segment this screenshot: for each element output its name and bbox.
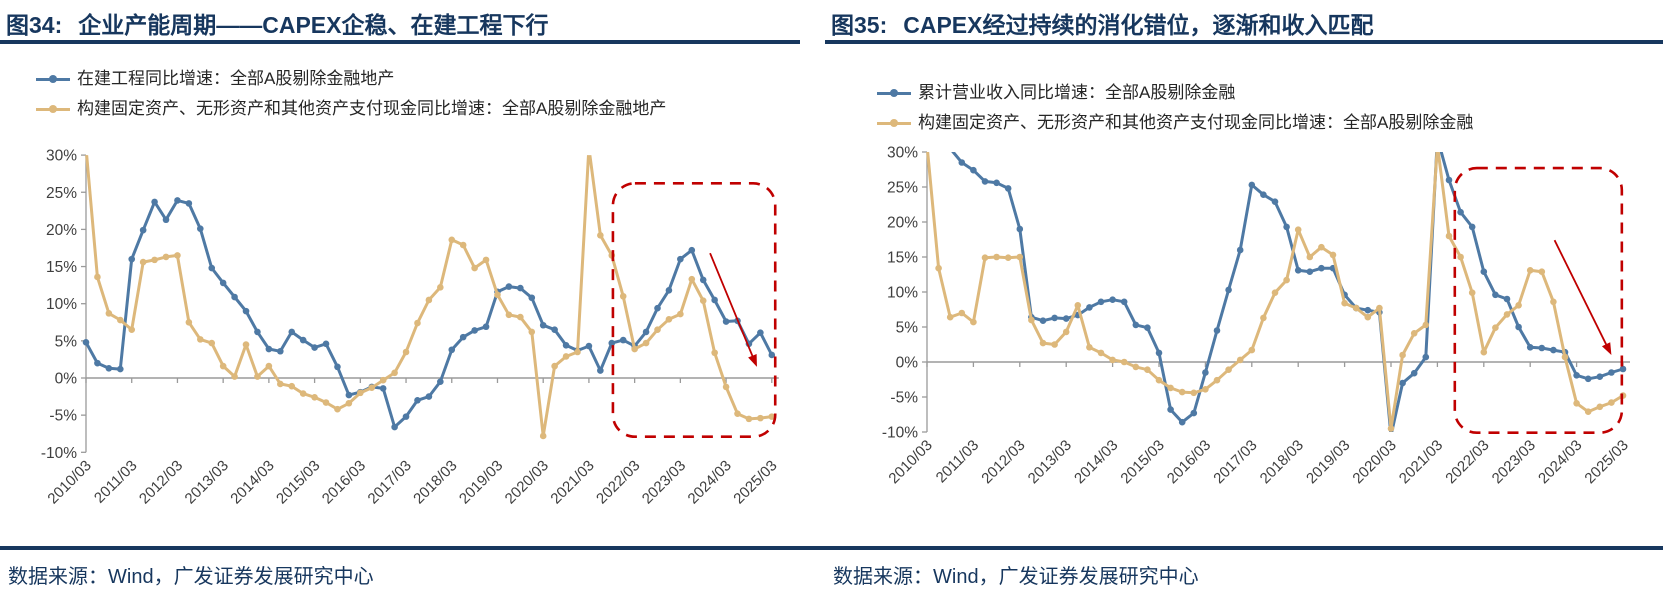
svg-text:2021/03: 2021/03	[547, 457, 597, 507]
legend-marker	[877, 89, 911, 98]
figure-panel-right: 30% 25% 20% 15% 10% 5% 0% -5% -10% 2010/03 2011/03…	[825, 0, 1663, 608]
left-figure-number: 图34:	[6, 12, 63, 38]
right-chart-legend: 累计营业收入同比增速：全部A股剔除金融 构建固定资产、无形资产和其他资产支付现金…	[877, 83, 1474, 143]
svg-text:2020/03: 2020/03	[1349, 437, 1399, 487]
svg-text:2014/03: 2014/03	[1071, 437, 1121, 487]
svg-text:2017/03: 2017/03	[364, 457, 414, 507]
right-source-note: 数据来源：Wind，广发证券发展研究中心	[833, 566, 1199, 588]
svg-text:2025/03: 2025/03	[730, 457, 780, 507]
svg-text:2015/03: 2015/03	[273, 457, 323, 507]
left-figure-title: 图34: 企业产能周期——CAPEX企稳、在建工程下行	[6, 6, 800, 40]
left-title-rule	[0, 40, 800, 44]
right-chart-plot: 30% 25% 20% 15% 10% 5% 0% -5% -10%2010/032011/03…	[882, 145, 1632, 488]
legend-dot-icon	[890, 89, 898, 98]
svg-text:2011/03: 2011/03	[91, 457, 141, 507]
svg-text:2011/03: 2011/03	[933, 437, 983, 487]
svg-text:2025/03: 2025/03	[1581, 437, 1631, 487]
svg-text:2019/03: 2019/03	[456, 457, 506, 507]
right-figure-title: 图35: CAPEX经过持续的消化错位，逐渐和收入匹配	[831, 6, 1663, 40]
figure-panel-left: 30% 25% 20% 15% 10% 5% 0% -5% -10% 2010/03 2011/03…	[0, 0, 800, 608]
legend-item: 构建固定资产、无形资产和其他资产支付现金同比增速：全部A股剔除金融地产	[36, 98, 667, 119]
svg-text:2018/03: 2018/03	[1257, 437, 1307, 487]
svg-text:2018/03: 2018/03	[410, 457, 460, 507]
right-figure-title-text: CAPEX经过持续的消化错位，逐渐和收入匹配	[903, 12, 1374, 38]
left-source-note: 数据来源：Wind，广发证券发展研究中心	[8, 566, 374, 588]
legend-item: 在建工程同比增速：全部A股剔除金融地产	[36, 69, 666, 89]
svg-text:2012/03: 2012/03	[136, 457, 186, 507]
svg-text:2022/03: 2022/03	[593, 457, 643, 507]
right-title-rule	[825, 40, 1663, 44]
svg-text:2022/03: 2022/03	[1442, 437, 1492, 487]
svg-text:-5%: -5%	[890, 390, 918, 407]
svg-text:2014/03: 2014/03	[227, 457, 277, 507]
svg-text:2020/03: 2020/03	[502, 457, 552, 507]
left-chart-plot: 30% 25% 20% 15% 10% 5% 0% -5% -10%2010/032011/03…	[41, 148, 781, 508]
legend-item: 构建固定资产、无形资产和其他资产支付现金同比增速：全部A股剔除金融	[877, 112, 1474, 133]
svg-text:2023/03: 2023/03	[1489, 437, 1539, 487]
svg-text:25%: 25%	[887, 180, 918, 197]
svg-text:2010/03: 2010/03	[885, 437, 935, 487]
svg-text:20%: 20%	[887, 215, 918, 232]
legend-label: 构建固定资产、无形资产和其他资产支付现金同比增速：全部A股剔除金融	[918, 112, 1474, 132]
svg-text:2023/03: 2023/03	[639, 457, 689, 507]
legend-label: 在建工程同比增速：全部A股剔除金融地产	[77, 69, 395, 88]
footer-rule	[0, 546, 1663, 550]
left-figure-title-text: 企业产能周期——CAPEX企稳、在建工程下行	[78, 12, 549, 38]
svg-text:2013/03: 2013/03	[1025, 437, 1075, 487]
legend-label: 构建固定资产、无形资产和其他资产支付现金同比增速：全部A股剔除金融地产	[77, 98, 667, 118]
svg-text:2013/03: 2013/03	[182, 457, 232, 507]
legend-marker	[36, 105, 70, 114]
svg-text:20%: 20%	[46, 222, 77, 239]
svg-text:0%: 0%	[896, 355, 919, 372]
legend-label: 累计营业收入同比增速：全部A股剔除金融	[918, 83, 1236, 102]
svg-text:2024/03: 2024/03	[1535, 437, 1585, 487]
legend-dot-icon	[49, 105, 57, 114]
svg-text:-5%: -5%	[49, 408, 77, 425]
svg-text:2024/03: 2024/03	[685, 457, 735, 507]
svg-text:2016/03: 2016/03	[319, 457, 369, 507]
svg-text:2021/03: 2021/03	[1396, 437, 1446, 487]
svg-text:15%: 15%	[46, 259, 77, 276]
left-chart-legend: 在建工程同比增速：全部A股剔除金融地产 构建固定资产、无形资产和其他资产支付现金…	[36, 69, 667, 129]
svg-text:-10%: -10%	[882, 425, 918, 442]
svg-text:2019/03: 2019/03	[1303, 437, 1353, 487]
legend-dot-icon	[890, 119, 898, 128]
legend-dot-icon	[49, 75, 57, 84]
legend-item: 累计营业收入同比增速：全部A股剔除金融	[877, 83, 1473, 103]
svg-text:2015/03: 2015/03	[1117, 437, 1167, 487]
svg-text:5%: 5%	[896, 320, 919, 337]
svg-text:2010/03: 2010/03	[44, 457, 94, 507]
svg-text:5%: 5%	[55, 333, 78, 350]
svg-text:2017/03: 2017/03	[1210, 437, 1260, 487]
svg-text:30%: 30%	[887, 145, 918, 162]
svg-text:2012/03: 2012/03	[978, 437, 1028, 487]
svg-text:10%: 10%	[887, 285, 918, 302]
svg-text:2016/03: 2016/03	[1164, 437, 1214, 487]
svg-text:-10%: -10%	[41, 445, 77, 462]
svg-text:25%: 25%	[46, 185, 77, 202]
svg-text:10%: 10%	[46, 296, 77, 313]
legend-marker	[36, 75, 70, 84]
right-figure-number: 图35:	[831, 12, 888, 38]
svg-text:30%: 30%	[46, 148, 77, 165]
svg-text:15%: 15%	[887, 250, 918, 267]
legend-marker	[877, 119, 911, 128]
svg-text:0%: 0%	[55, 371, 78, 388]
